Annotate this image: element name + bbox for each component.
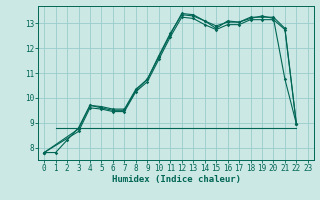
X-axis label: Humidex (Indice chaleur): Humidex (Indice chaleur) [111, 175, 241, 184]
